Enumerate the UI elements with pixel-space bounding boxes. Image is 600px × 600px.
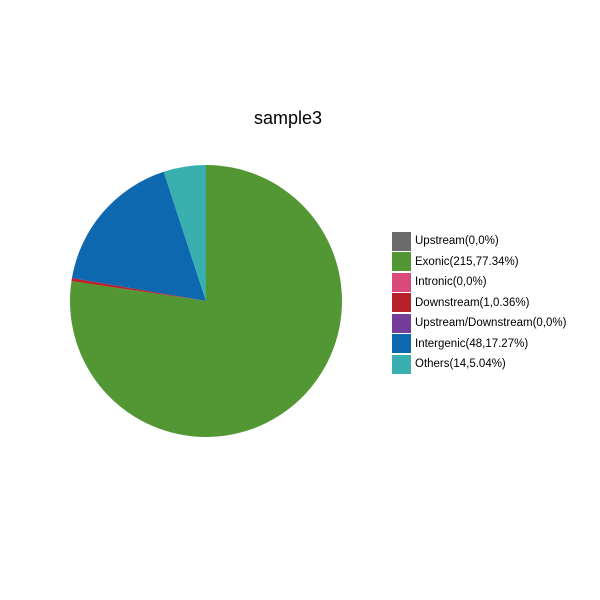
- legend-item-intergenic: Intergenic(48,17.27%): [392, 334, 566, 355]
- legend-swatch-intergenic: [392, 334, 411, 353]
- legend-item-intronic: Intronic(0,0%): [392, 272, 566, 293]
- legend-label-upstream-downstream: Upstream/Downstream(0,0%): [415, 317, 566, 329]
- legend-item-upstream-downstream: Upstream/Downstream(0,0%): [392, 313, 566, 334]
- legend-label-upstream: Upstream(0,0%): [415, 235, 499, 247]
- chart-title: sample3: [0, 108, 576, 129]
- legend-swatch-exonic: [392, 252, 411, 271]
- legend-item-upstream: Upstream(0,0%): [392, 231, 566, 252]
- legend: Upstream(0,0%) Exonic(215,77.34%) Intronic…: [392, 231, 566, 375]
- legend-label-downstream: Downstream(1,0.36%): [415, 297, 529, 309]
- legend-item-others: Others(14,5.04%): [392, 354, 566, 375]
- legend-swatch-upstream: [392, 232, 411, 251]
- legend-swatch-upstream-downstream: [392, 314, 411, 333]
- legend-label-intronic: Intronic(0,0%): [415, 276, 487, 288]
- legend-swatch-downstream: [392, 293, 411, 312]
- legend-item-exonic: Exonic(215,77.34%): [392, 252, 566, 273]
- legend-swatch-intronic: [392, 273, 411, 292]
- legend-label-exonic: Exonic(215,77.34%): [415, 256, 519, 268]
- legend-item-downstream: Downstream(1,0.36%): [392, 293, 566, 314]
- legend-label-intergenic: Intergenic(48,17.27%): [415, 338, 528, 350]
- legend-label-others: Others(14,5.04%): [415, 358, 506, 370]
- legend-swatch-others: [392, 355, 411, 374]
